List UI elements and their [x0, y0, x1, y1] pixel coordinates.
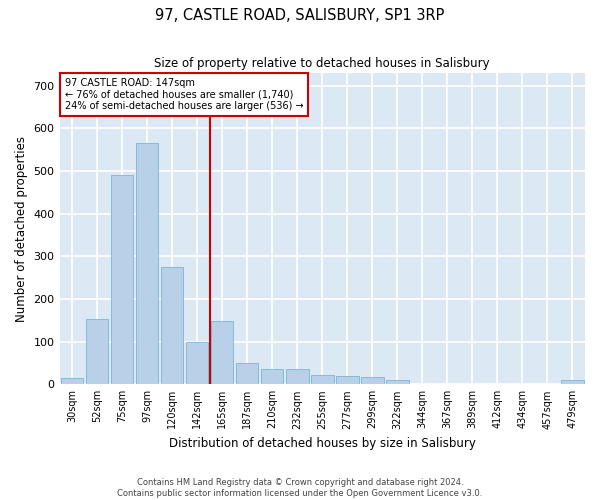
Bar	[311, 375, 334, 384]
X-axis label: Distribution of detached houses by size in Salisbury: Distribution of detached houses by size …	[169, 437, 476, 450]
Bar	[336, 376, 359, 384]
Bar	[286, 370, 308, 384]
Bar	[111, 176, 133, 384]
Bar	[261, 370, 283, 384]
Title: Size of property relative to detached houses in Salisbury: Size of property relative to detached ho…	[154, 58, 490, 70]
Bar	[236, 363, 259, 384]
Bar	[386, 380, 409, 384]
Text: 97, CASTLE ROAD, SALISBURY, SP1 3RP: 97, CASTLE ROAD, SALISBURY, SP1 3RP	[155, 8, 445, 22]
Bar	[361, 378, 383, 384]
Bar	[186, 342, 208, 384]
Text: Contains HM Land Registry data © Crown copyright and database right 2024.
Contai: Contains HM Land Registry data © Crown c…	[118, 478, 482, 498]
Bar	[161, 267, 184, 384]
Text: 97 CASTLE ROAD: 147sqm
← 76% of detached houses are smaller (1,740)
24% of semi-: 97 CASTLE ROAD: 147sqm ← 76% of detached…	[65, 78, 304, 111]
Bar	[86, 320, 109, 384]
Y-axis label: Number of detached properties: Number of detached properties	[15, 136, 28, 322]
Bar	[136, 144, 158, 384]
Bar	[561, 380, 584, 384]
Bar	[211, 321, 233, 384]
Bar	[61, 378, 83, 384]
